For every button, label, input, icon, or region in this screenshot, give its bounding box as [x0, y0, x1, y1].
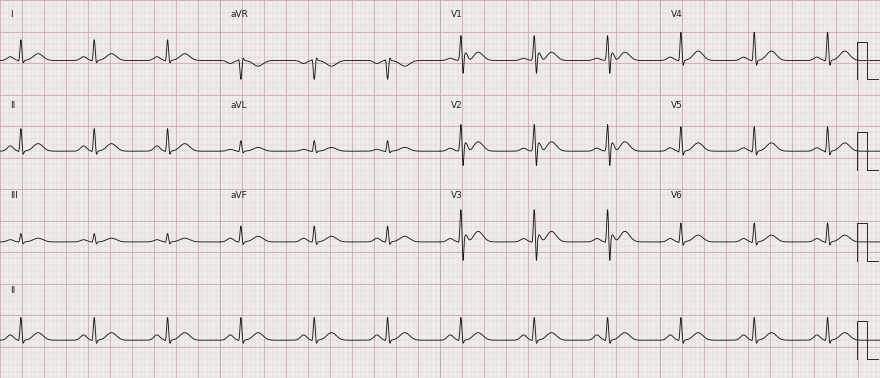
Text: III: III — [11, 191, 18, 200]
Text: V6: V6 — [671, 191, 682, 200]
Text: aVL: aVL — [231, 101, 247, 110]
Text: V3: V3 — [451, 191, 462, 200]
Text: V4: V4 — [671, 10, 682, 19]
Text: aVF: aVF — [231, 191, 247, 200]
Text: II: II — [11, 286, 16, 295]
Text: aVR: aVR — [231, 10, 248, 19]
Text: II: II — [11, 101, 16, 110]
Text: I: I — [11, 10, 13, 19]
Text: V1: V1 — [451, 10, 462, 19]
Text: V5: V5 — [671, 101, 682, 110]
Text: V2: V2 — [451, 101, 462, 110]
